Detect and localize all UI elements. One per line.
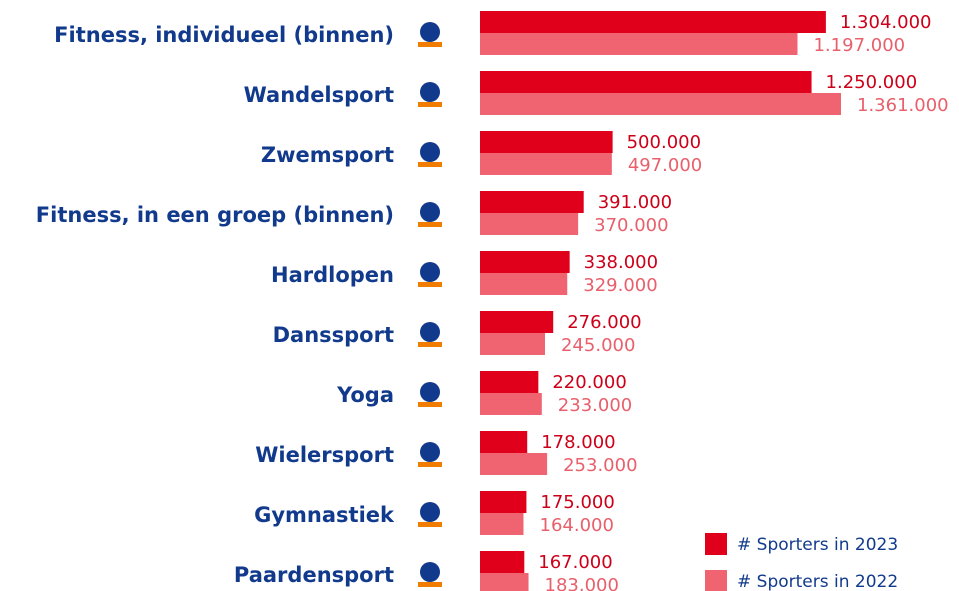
icon-shape [418,582,442,587]
value-label: 276.000 [567,312,641,333]
legend-swatch [705,570,727,591]
bar [480,573,529,591]
sport-icon [418,142,442,167]
icon-shape [420,142,440,162]
sport-icon [418,82,442,107]
icon-shape [418,462,442,467]
icon-shape [420,502,440,522]
value-label: 338.000 [584,252,658,273]
value-label: 391.000 [598,192,672,213]
value-label: 183.000 [545,575,619,591]
value-label: 167.000 [538,552,612,573]
value-label: 164.000 [540,515,614,536]
category-label: Gymnastiek [254,503,395,527]
icon-shape [418,102,442,107]
icon-shape [418,402,442,407]
icon-shape [418,342,442,347]
icon-shape [420,202,440,222]
bar [480,191,584,213]
value-label: 178.000 [541,432,615,453]
category-label: Fitness, in een groep (binnen) [36,203,394,227]
icon-shape [420,382,440,402]
icon-shape [418,282,442,287]
bar [480,453,548,475]
icon-shape [420,82,440,102]
bar [480,431,528,453]
icon-shape [418,42,442,47]
bar [480,11,826,33]
legend-label: # Sporters in 2022 [737,572,898,591]
value-label: 253.000 [563,455,637,476]
legend-label: # Sporters in 2023 [737,535,898,555]
sport-icon [418,382,442,407]
value-label: 497.000 [628,155,702,176]
sport-icon [418,442,442,467]
value-label: 1.304.000 [840,12,932,33]
category-label: Wandelsport [244,83,394,107]
icon-shape [420,442,440,462]
bar [480,33,798,55]
value-label: 329.000 [583,275,657,296]
icon-shape [420,262,440,282]
category-label: Zwemsport [261,143,394,167]
bar [480,251,570,273]
bar [480,371,539,393]
sport-icon [418,202,442,227]
category-label: Paardensport [234,563,394,587]
icon-shape [418,522,442,527]
bar [480,491,527,513]
bar [480,393,542,415]
bar [480,273,568,295]
category-label: Hardlopen [271,263,394,287]
value-label: 1.250.000 [826,72,918,93]
value-label: 175.000 [540,492,614,513]
value-label: 1.361.000 [857,95,949,116]
category-label: Danssport [273,323,394,347]
bar [480,153,612,175]
icon-shape [418,162,442,167]
sport-icon [418,322,442,347]
legend-swatch [705,533,727,555]
sport-icon [418,502,442,527]
bar [480,513,524,535]
bar [480,551,525,573]
bar [480,213,579,235]
bar [480,333,545,355]
icon-shape [420,22,440,42]
value-label: 233.000 [558,395,632,416]
category-label: Yoga [336,383,394,407]
value-label: 220.000 [552,372,626,393]
icon-shape [420,562,440,582]
category-label: Wielersport [255,443,394,467]
value-label: 245.000 [561,335,635,356]
bar [480,131,613,153]
value-label: 1.197.000 [813,35,905,56]
value-label: 500.000 [627,132,701,153]
sport-icon [418,562,442,587]
bar [480,311,554,333]
sport-icon [418,262,442,287]
icon-shape [418,222,442,227]
category-label: Fitness, individueel (binnen) [54,23,394,47]
sport-icon [418,22,442,47]
bar [480,93,841,115]
bar [480,71,812,93]
value-label: 370.000 [594,215,668,236]
icon-shape [420,322,440,342]
